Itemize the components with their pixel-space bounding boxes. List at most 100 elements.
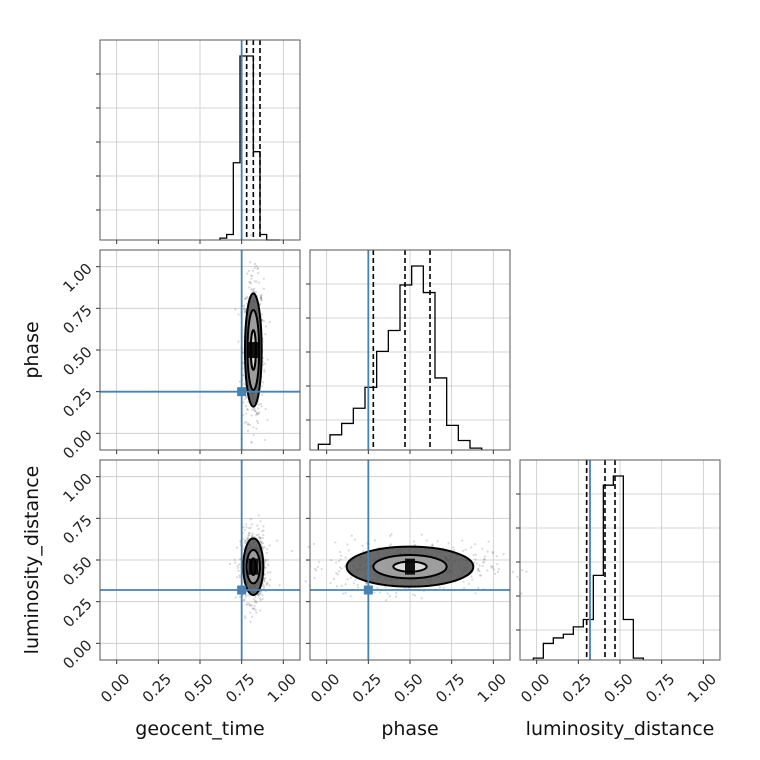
col-phase-xticklabel-4: 1.00 [474,670,510,706]
contour-phase-vs-luminosity_distance-sample [313,567,317,570]
contour-phase-vs-luminosity_distance-sample [312,542,315,546]
contour-phase-vs-luminosity_distance-sample [395,591,398,595]
contour-geocent_time-vs-luminosity_distance-sample [258,536,261,539]
contour-phase-vs-luminosity_distance-sample [486,569,489,572]
contour-phase-vs-luminosity_distance-sample [378,591,382,594]
contour-geocent_time-vs-phase-sample [256,267,260,270]
contour-phase-vs-luminosity_distance-sample [486,550,489,553]
contour-phase-vs-luminosity_distance-sample [349,576,352,579]
contour-geocent_time-vs-phase-sample [260,385,264,388]
hist-phase-border [309,249,511,451]
contour-geocent_time-vs-phase-sample [246,408,249,412]
contour-geocent_time-vs-luminosity_distance-sample [266,558,270,561]
contour-phase-vs-luminosity_distance-sample [362,549,365,552]
contour-phase-vs-luminosity_distance-sample [304,580,307,583]
contour-geocent_time-vs-luminosity_distance-sample [257,533,260,536]
contour-geocent_time-vs-luminosity_distance-sample [238,595,242,599]
contour-phase-vs-luminosity_distance-sample [365,582,368,585]
contour-geocent_time-vs-phase-sample [251,408,254,411]
contour-phase-vs-luminosity_distance-sample [335,585,338,588]
contour-geocent_time-vs-phase-sample [255,411,258,414]
contour-phase-vs-luminosity_distance-sample [425,539,428,542]
contour-geocent_time-vs-luminosity_distance-sample [263,573,266,576]
contour-phase-vs-luminosity_distance-sample [339,558,342,561]
contour-geocent_time-vs-phase-sample [257,271,260,275]
contour-geocent_time-vs-luminosity_distance-sample [260,542,263,545]
contour-geocent_time-vs-luminosity_distance-sample [255,611,258,614]
col-phase-xticklabel-2: 0.50 [390,670,426,706]
contour-geocent_time-vs-phase-sample [250,441,253,444]
contour-geocent_time-vs-luminosity_distance-sample [251,532,254,535]
contour-geocent_time-vs-luminosity_distance-sample [266,582,269,585]
row-luminosity-distance-yticklabel-4: 1.00 [59,470,95,506]
contour-phase-vs-luminosity_distance-peak [405,558,415,575]
contour-geocent_time-vs-luminosity_distance-sample [257,527,260,531]
row-phase-yticklabel-3: 0.75 [59,301,95,337]
contour-geocent_time-vs-phase-sample [268,320,271,324]
contour-geocent_time-vs-phase-sample [255,265,258,268]
contour-phase-vs-luminosity_distance-sample [344,556,347,559]
contour-phase-vs-luminosity_distance-sample [388,544,391,547]
contour-geocent_time-vs-luminosity_distance-sample [244,617,247,620]
contour-phase-vs-luminosity_distance-sample [344,583,347,586]
contour-phase-vs-luminosity_distance-sample [481,547,484,550]
contour-phase-vs-luminosity_distance-sample [316,565,319,568]
contour-geocent_time-vs-phase-sample [264,333,267,336]
contour-geocent_time-vs-phase-sample [246,272,249,275]
contour-geocent_time-vs-phase-sample [259,296,262,299]
contour-phase-vs-luminosity_distance-border [309,459,511,661]
contour-phase-vs-luminosity_distance-sample [467,582,471,585]
contour-phase-vs-luminosity_distance-sample [483,555,487,558]
contour-geocent_time-vs-phase-sample [237,340,240,343]
contour-phase-vs-luminosity_distance-sample [496,563,499,566]
contour-phase-vs-luminosity_distance-sample [490,566,494,569]
contour-geocent_time-vs-phase-sample [246,423,250,426]
contour-geocent_time-vs-luminosity_distance-sample [251,615,254,618]
hist-luminosity_distance-steps [532,475,644,660]
contour-geocent_time-vs-phase-sample [243,382,246,385]
contour-geocent_time-vs-phase-sample [260,298,263,301]
row-phase-yticklabel-0: 0.00 [59,426,95,462]
contour-phase-vs-luminosity_distance-sample [477,569,480,572]
contour-geocent_time-vs-luminosity_distance-sample [265,583,268,587]
contour-phase-vs-luminosity_distance-sample [438,586,442,589]
contour-phase-vs-luminosity_distance-sample [478,574,482,577]
contour-geocent_time-vs-phase-sample [259,302,262,305]
contour-geocent_time-vs-luminosity_distance-sample [259,599,262,602]
contour-geocent_time-vs-phase-sample [249,282,252,285]
contour-geocent_time-vs-phase-sample [243,421,246,424]
contour-geocent_time-vs-phase-sample [253,407,256,410]
contour-phase-vs-luminosity_distance-sample [318,560,321,564]
contour-geocent_time-vs-luminosity_distance-sample [267,563,270,567]
contour-geocent_time-vs-luminosity_distance-sample [259,519,262,523]
contour-geocent_time-vs-phase-sample [264,325,267,328]
col-geocent_time-xticklabel-3: 0.75 [222,670,258,706]
contour-geocent_time-vs-luminosity_distance-sample [242,599,245,602]
contour-phase-vs-luminosity_distance-sample [430,544,434,548]
contour-phase-vs-luminosity_distance-sample [352,582,356,585]
contour-phase-vs-luminosity_distance-sample [475,562,478,565]
contour-geocent_time-vs-phase-sample [234,308,237,311]
contour-geocent_time-vs-phase-sample [261,393,264,396]
contour-geocent_time-vs-luminosity_distance-sample [263,580,266,583]
contour-geocent_time-vs-luminosity_distance-level-0 [249,557,257,577]
contour-geocent_time-vs-luminosity_distance-sample [259,609,262,612]
contour-geocent_time-vs-phase-sample [260,296,263,299]
contour-geocent_time-vs-luminosity_distance-sample [251,607,254,610]
contour-geocent_time-vs-luminosity_distance-sample [248,602,251,605]
contour-geocent_time-vs-luminosity_distance-sample [255,534,258,537]
col-luminosity_distance-xticklabel-0: 0.00 [517,670,553,706]
contour-phase-vs-luminosity_distance-sample [389,534,392,538]
contour-geocent_time-vs-phase-sample [254,290,258,294]
contour-geocent_time-vs-luminosity_distance-sample [243,542,246,545]
contour-phase-vs-luminosity_distance-sample [442,586,446,589]
contour-geocent_time-vs-phase-sample [249,288,253,291]
contour-geocent_time-vs-luminosity_distance-sample [268,544,271,547]
contour-geocent_time-vs-luminosity_distance-sample [250,604,253,607]
contour-phase-vs-luminosity_distance-sample [516,575,519,578]
contour-geocent_time-vs-phase-sample [263,368,266,371]
contour-phase-vs-luminosity_distance-sample [346,578,349,581]
contour-phase-vs-luminosity_distance-sample [388,595,392,598]
contour-phase-vs-luminosity_distance-sample [339,554,343,557]
contour-geocent_time-vs-luminosity_distance-sample [236,566,240,570]
